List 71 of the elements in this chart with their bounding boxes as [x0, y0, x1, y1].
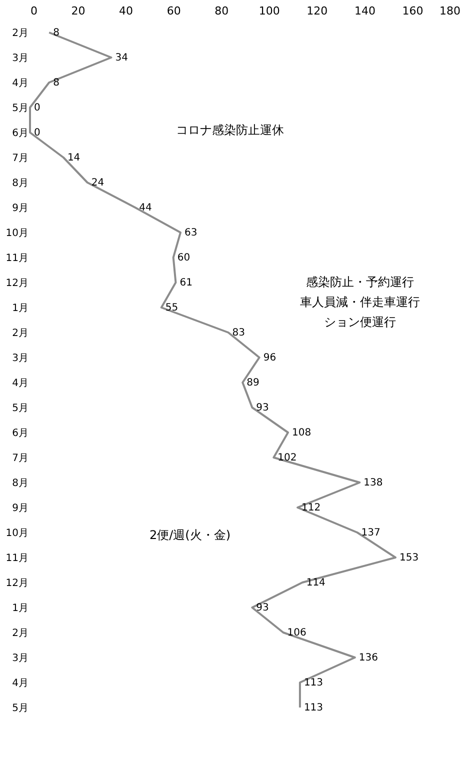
y-tick-label: 9月 [12, 203, 28, 214]
data-label: 34 [115, 52, 128, 64]
y-tick-label: 11月 [6, 553, 28, 564]
x-tick-label: 60 [166, 4, 181, 18]
data-label: 96 [263, 352, 276, 364]
annotation: 2便/週(火・金) [149, 528, 231, 542]
data-label: 89 [246, 378, 260, 388]
y-tick-label: 5月 [12, 403, 28, 414]
data-label: 61 [180, 278, 192, 288]
y-tick-label: 12月 [6, 278, 28, 289]
data-label: 114 [306, 578, 326, 588]
data-label: 8 [53, 28, 60, 38]
y-tick-label: 1月 [12, 303, 28, 314]
data-label: 60 [177, 252, 190, 264]
data-label: 113 [304, 678, 324, 688]
y-tick-label: 10月 [6, 228, 28, 239]
y-tick-label: 3月 [12, 353, 28, 364]
y-tick-label: 6月 [12, 128, 28, 139]
data-label: 0 [34, 128, 40, 138]
x-tick-label: 0 [30, 4, 38, 18]
x-tick-label: 40 [119, 4, 134, 18]
data-label: 44 [139, 202, 152, 214]
y-tick-label: 7月 [12, 453, 28, 464]
y-tick-label: 4月 [12, 378, 28, 389]
y-tick-label: 4月 [12, 78, 28, 89]
annotation: コロナ感染防止運休 [176, 123, 284, 137]
y-tick-label: 12月 [6, 578, 28, 589]
data-label: 113 [304, 702, 324, 714]
y-tick-label: 2月 [12, 628, 28, 639]
data-label: 8 [53, 78, 60, 88]
x-tick-label: 80 [214, 4, 229, 18]
data-label: 102 [278, 452, 297, 464]
annotation: 車人員減・伴走車運行 [300, 295, 420, 309]
x-tick-label: 160 [402, 4, 424, 18]
data-label: 55 [165, 302, 178, 314]
x-tick-label: 140 [354, 4, 376, 18]
data-label: 0 [34, 102, 40, 114]
data-label: 83 [232, 328, 246, 338]
y-tick-label: 2月 [12, 328, 28, 339]
data-label: 108 [292, 428, 312, 438]
y-tick-label: 8月 [12, 178, 28, 189]
data-label: 93 [256, 602, 269, 614]
y-tick-label: 6月 [12, 428, 28, 439]
y-tick-label: 7月 [12, 153, 28, 164]
y-tick-label: 8月 [12, 478, 28, 489]
x-tick-label: 120 [306, 4, 328, 18]
data-label: 24 [91, 178, 104, 188]
data-label: 14 [67, 152, 80, 164]
data-label: 93 [256, 402, 269, 414]
data-label: 153 [400, 552, 419, 564]
data-label: 106 [287, 628, 306, 638]
data-label: 63 [184, 228, 198, 238]
y-tick-label: 4月 [12, 678, 28, 689]
y-tick-label: 10月 [6, 528, 28, 539]
y-tick-label: 5月 [12, 703, 28, 714]
x-tick-label: 20 [71, 4, 86, 18]
y-tick-label: 3月 [12, 653, 28, 664]
y-tick-label: 11月 [6, 253, 28, 264]
annotation: ション便運行 [324, 315, 396, 329]
y-tick-label: 1月 [12, 603, 28, 614]
x-tick-label: 180 [440, 4, 460, 18]
x-tick-label: 100 [258, 4, 280, 18]
y-tick-label: 2月 [12, 28, 28, 39]
data-label: 137 [361, 528, 380, 538]
data-label: 138 [364, 478, 383, 488]
y-tick-label: 3月 [12, 53, 28, 64]
y-tick-label: 9月 [12, 503, 28, 514]
data-label: 136 [358, 652, 378, 664]
annotation: 感染防止・予約運行 [306, 275, 414, 289]
y-tick-label: 5月 [12, 103, 28, 114]
data-label: 112 [302, 502, 321, 514]
